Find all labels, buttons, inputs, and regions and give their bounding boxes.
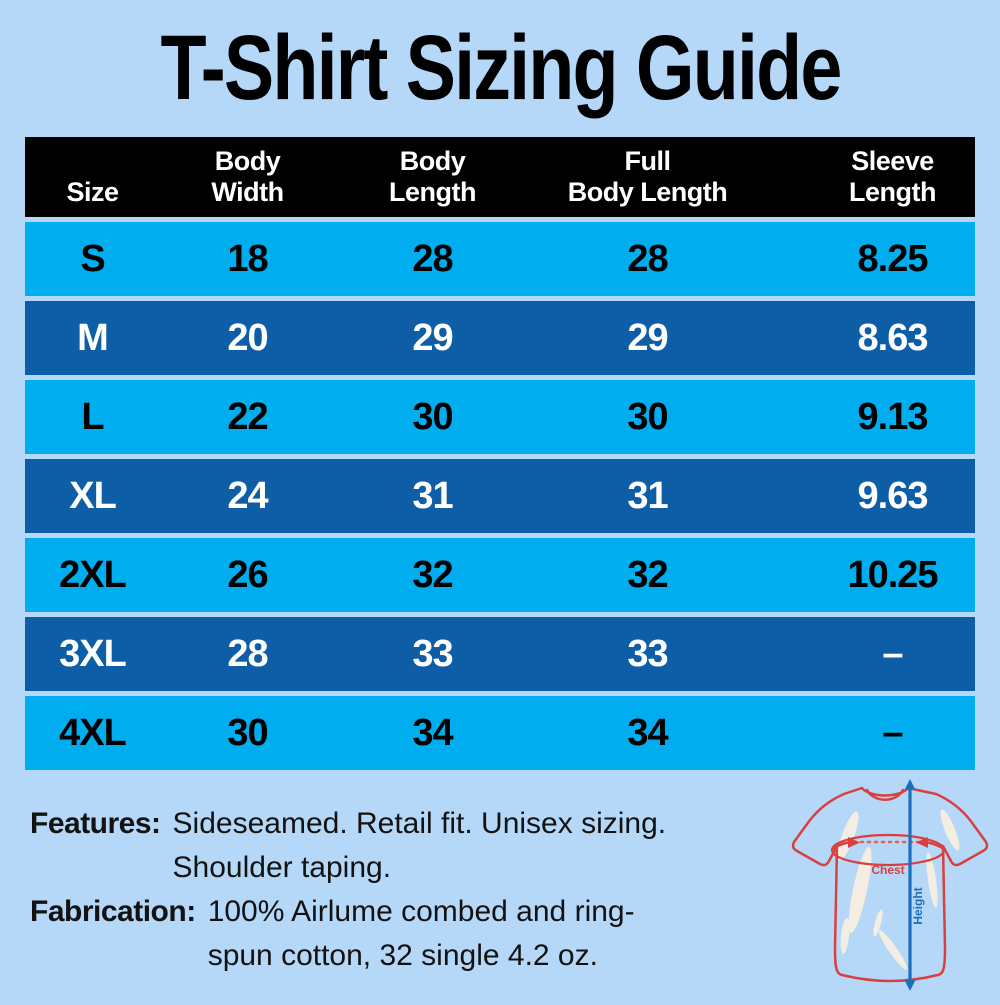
features-note: Features: Sideseamed. Retail fit. Unisex… (30, 802, 666, 890)
table-row: M 20 29 29 8.63 (25, 301, 975, 375)
column-header-line: Body (214, 145, 281, 176)
height-label: Height (911, 887, 925, 924)
full-body-length-cell: 29 (627, 316, 668, 359)
body-width-cell: 18 (227, 237, 268, 280)
size-cell: XL (69, 474, 117, 517)
body-width-cell: 24 (227, 474, 268, 517)
body-width-cell: 26 (227, 553, 268, 596)
column-header-body-width: Body Width (160, 146, 335, 217)
features-line: Sideseamed. Retail fit. Unisex sizing. (172, 807, 667, 840)
height-arrow-down-icon (904, 980, 916, 991)
column-header-full-body-length: Full Body Length (530, 146, 765, 217)
column-header-line: Width (211, 176, 284, 207)
sleeve-length-cell: – (882, 711, 903, 754)
size-cell: S (80, 237, 105, 280)
column-header-sleeve-length: Sleeve Length (765, 146, 975, 217)
table-row: 4XL 30 34 34 – (25, 696, 975, 770)
size-cell: 3XL (59, 632, 127, 675)
fabrication-text: 100% Airlume combed and ring- spun cotto… (208, 890, 635, 978)
features-text: Sideseamed. Retail fit. Unisex sizing. S… (173, 802, 667, 890)
column-header-line: Sleeve (851, 145, 934, 176)
full-body-length-cell: 30 (627, 395, 668, 438)
body-width-cell: 22 (227, 395, 268, 438)
table-row: S 18 28 28 8.25 (25, 222, 975, 296)
column-header-line: Size (66, 176, 119, 207)
column-header-line: Length (389, 176, 476, 207)
table-row: 3XL 28 33 33 – (25, 617, 975, 691)
page-title: T-Shirt Sizing Guide (0, 16, 1000, 119)
size-cell: 4XL (59, 711, 127, 754)
tshirt-measurement-illustration: Chest Height (790, 778, 1000, 1000)
sleeve-length-cell: 9.13 (857, 395, 929, 438)
body-length-cell: 28 (412, 237, 453, 280)
height-arrow-up-icon (904, 779, 916, 790)
sleeve-length-cell: – (882, 632, 903, 675)
chest-label: Chest (871, 863, 904, 877)
table-row: 2XL 26 32 32 10.25 (25, 538, 975, 612)
size-cell: 2XL (59, 553, 127, 596)
chest-arrow-left-icon (848, 837, 860, 848)
body-length-cell: 33 (412, 632, 453, 675)
column-header-line: Body (399, 145, 466, 176)
table-header-row: Size Body Width Body Length Full Body Le… (25, 137, 975, 217)
body-width-cell: 20 (227, 316, 268, 359)
full-body-length-cell: 28 (627, 237, 668, 280)
full-body-length-cell: 31 (627, 474, 668, 517)
fabrication-note: Fabrication: 100% Airlume combed and rin… (30, 890, 635, 978)
collar-inner-line (865, 788, 905, 801)
body-width-cell: 28 (227, 632, 268, 675)
tshirt-diagram: Chest Height (791, 779, 989, 991)
sleeve-length-cell: 8.25 (857, 237, 929, 280)
column-header-line: Body Length (567, 176, 728, 207)
features-line: Shoulder taping. (172, 851, 392, 884)
table-row: XL 24 31 31 9.63 (25, 459, 975, 533)
column-header-line: Full (624, 145, 672, 176)
features-label: Features: (30, 807, 161, 840)
sleeve-length-cell: 9.63 (857, 474, 929, 517)
table-body: S 18 28 28 8.25 M 20 29 29 8.63 L 22 30 … (25, 222, 975, 770)
shirt-highlights (837, 809, 960, 970)
fabrication-label: Fabrication: (30, 895, 196, 928)
sleeve-length-cell: 10.25 (847, 553, 938, 596)
body-length-cell: 30 (412, 395, 453, 438)
sleeve-length-cell: 8.63 (857, 316, 929, 359)
column-header-line: Length (849, 176, 936, 207)
height-measure: Height (904, 779, 925, 991)
shirt-outline (791, 786, 989, 983)
fabrication-line: spun cotton, 32 single 4.2 oz. (207, 939, 598, 972)
chest-arrow-right-icon (916, 837, 928, 848)
size-table: Size Body Width Body Length Full Body Le… (25, 137, 975, 770)
fabrication-line: 100% Airlume combed and ring- (207, 895, 635, 928)
body-length-cell: 34 (412, 711, 453, 754)
full-body-length-cell: 34 (627, 711, 668, 754)
body-length-cell: 31 (412, 474, 453, 517)
size-cell: M (77, 316, 109, 359)
body-length-cell: 32 (412, 553, 453, 596)
body-width-cell: 30 (227, 711, 268, 754)
size-cell: L (81, 395, 104, 438)
page-title-text: T-Shirt Sizing Guide (160, 17, 842, 120)
full-body-length-cell: 32 (627, 553, 668, 596)
full-body-length-cell: 33 (627, 632, 668, 675)
table-row: L 22 30 30 9.13 (25, 380, 975, 454)
column-header-body-length: Body Length (335, 146, 530, 217)
body-length-cell: 29 (412, 316, 453, 359)
column-header-size: Size (25, 177, 160, 217)
